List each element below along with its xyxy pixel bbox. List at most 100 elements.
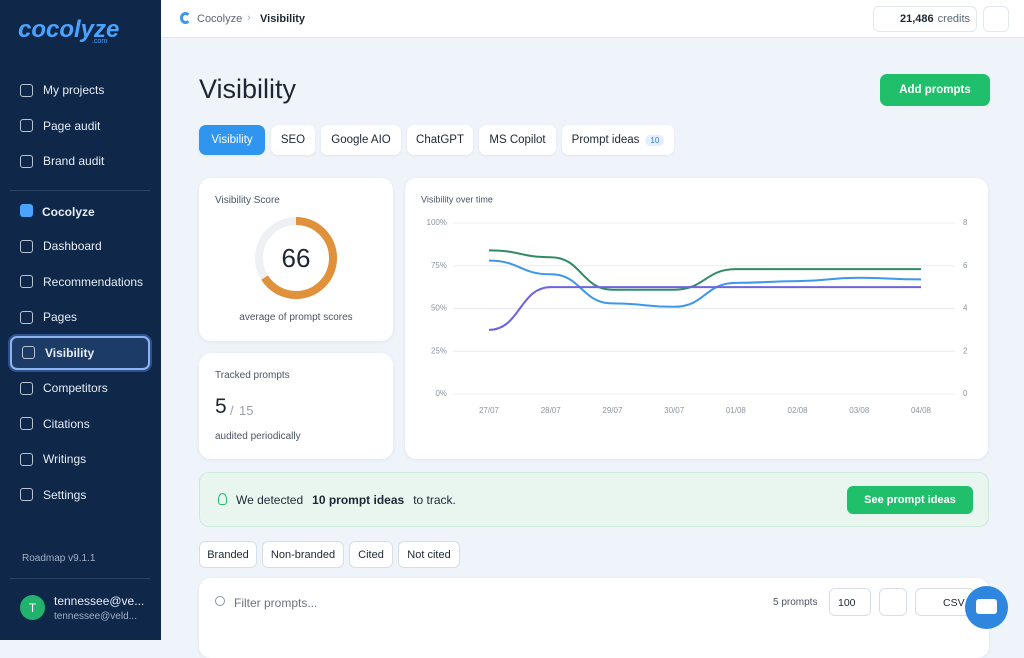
avatar[interactable]: T [20, 595, 45, 620]
y2-tick-label: 2 [963, 346, 968, 355]
filter-chip[interactable]: Non-branded [262, 541, 344, 568]
add-button[interactable]: Add prompts [880, 74, 990, 106]
nav-label: Settings [43, 487, 87, 502]
x-tick-label: 02/08 [788, 406, 809, 415]
page-title: Visibility [199, 74, 297, 104]
nav-item[interactable]: Competitors [10, 371, 150, 405]
breadcrumb[interactable]: Cocolyze [197, 13, 243, 25]
nav-item[interactable]: Writings [10, 442, 150, 476]
nav-item[interactable]: Recommendations [10, 265, 150, 299]
sidebar: cocolyze .com Cocolyze Roadmap v9.1.1 T … [0, 0, 161, 640]
banner-highlight: 10 prompt ideas [312, 493, 405, 507]
nav-item[interactable]: Page audit [10, 109, 150, 143]
y-tick-label: 100% [427, 218, 447, 227]
nav-label: Competitors [43, 381, 108, 395]
y2-tick-label: 8 [963, 218, 968, 227]
nav-item[interactable]: Settings [10, 478, 150, 512]
gauge: 66 [255, 217, 337, 299]
tab-label: MS Copilot [489, 134, 546, 146]
y-tick-label: 75% [431, 261, 447, 270]
nav-label: Brand audit [43, 154, 105, 168]
nav-label: Dashboard [43, 239, 102, 253]
csv-label: CSV [943, 597, 965, 609]
tab[interactable]: MS Copilot [479, 125, 556, 155]
page-size[interactable]: 100 [829, 588, 871, 616]
y-tick-label: 50% [431, 304, 447, 313]
filter-chip[interactable]: Cited [349, 541, 393, 568]
tab[interactable]: ChatGPT [407, 125, 473, 155]
nav-item[interactable]: Visibility [10, 335, 150, 370]
nav-item[interactable]: Dashboard [10, 229, 150, 263]
tab[interactable]: Google AIO [321, 125, 401, 155]
score-card: Visibility Score 66 average of prompt sc… [199, 178, 393, 341]
banner: We detected 10 prompt ideas to track. See … [199, 472, 989, 527]
nav-item[interactable]: Citations [10, 407, 150, 441]
y2-tick-label: 4 [963, 304, 968, 313]
user-email: tennessee@veld... [54, 611, 137, 622]
y2-tick-label: 0 [963, 389, 968, 398]
x-tick-label: 01/08 [726, 406, 747, 415]
nav-item[interactable]: Brand audit [10, 144, 150, 178]
nav-item[interactable]: Pages [10, 300, 150, 334]
nav-item[interactable]: My projects [10, 73, 150, 107]
user-name: tennessee@ve... [54, 594, 145, 608]
ideas-button[interactable]: See prompt ideas [847, 486, 973, 514]
nav-label: Page audit [43, 118, 101, 133]
credits-value: 21,486 [900, 13, 934, 25]
table-card: Filter prompts... 5 prompts 100 CSV [199, 578, 989, 658]
y2-tick-label: 6 [963, 261, 968, 270]
tracked-card: Tracked prompts 5 / 15 audited periodica… [199, 353, 393, 459]
logout[interactable] [983, 6, 1009, 32]
total: 15 [239, 403, 254, 418]
topbar: Cocolyze › Visibility 21,486 credits [161, 0, 1024, 38]
project-name: Cocolyze [42, 205, 95, 219]
tab[interactable]: Visibility [199, 125, 265, 155]
series-line [488, 286, 921, 331]
breadcrumb: Visibility [260, 13, 306, 25]
tab-label: ChatGPT [416, 134, 464, 146]
score: 66 [282, 243, 311, 273]
credits[interactable]: 21,486 credits [873, 6, 977, 32]
card-title: Visibility Score [215, 195, 280, 206]
nav-label: Writings [43, 452, 87, 466]
logo: cocolyze [18, 16, 120, 43]
x-tick-label: 28/07 [541, 406, 562, 415]
chart: Visibility over time 0% 25% 50% 75% 100% 0 2 4 6… [421, 194, 968, 415]
series-line [488, 259, 922, 308]
tab[interactable]: SEO [271, 125, 315, 155]
banner-text: to track. [413, 493, 456, 507]
chart-card: Visibility over time 0% 25% 50% 75% 100% 0 2 4 6… [405, 178, 988, 459]
badge: 10 [645, 134, 665, 146]
x-tick-label: 04/08 [911, 406, 932, 415]
tab-label: Google AIO [331, 134, 391, 146]
page-size-value: 100 [838, 597, 856, 609]
separator: / [230, 403, 234, 418]
chat-button[interactable] [965, 586, 1008, 629]
card-title: Tracked prompts [215, 370, 290, 381]
search[interactable]: Filter prompts... [234, 596, 318, 610]
banner-text: We detected [236, 493, 304, 507]
columns[interactable] [879, 588, 907, 616]
filter-chip[interactable]: Branded [199, 541, 257, 568]
ideas-label: See prompt ideas [864, 494, 956, 506]
logo-sub: .com [92, 38, 108, 45]
caption: average of prompt scores [239, 312, 353, 323]
tab[interactable]: Prompt ideas 10 [562, 125, 674, 155]
x-tick-label: 03/08 [849, 406, 870, 415]
x-tick-label: 27/07 [479, 406, 500, 415]
nav-label: Pages [43, 310, 78, 324]
y-tick-label: 25% [431, 346, 447, 355]
y-tick-label: 0% [435, 389, 447, 398]
nav-label: Recommendations [43, 274, 144, 289]
tab-label: Prompt ideas [571, 134, 640, 146]
roadmap[interactable]: Roadmap v9.1.1 [22, 553, 96, 564]
nav-label: My projects [43, 83, 105, 97]
nav-label: Citations [43, 416, 90, 431]
add-label: Add prompts [899, 84, 971, 96]
tab-label: Visibility [211, 134, 253, 146]
row-count: 5 prompts [773, 597, 818, 608]
tab-label: SEO [280, 134, 306, 146]
filter-chip[interactable]: Not cited [398, 541, 460, 568]
credits-label: credits [937, 13, 971, 25]
